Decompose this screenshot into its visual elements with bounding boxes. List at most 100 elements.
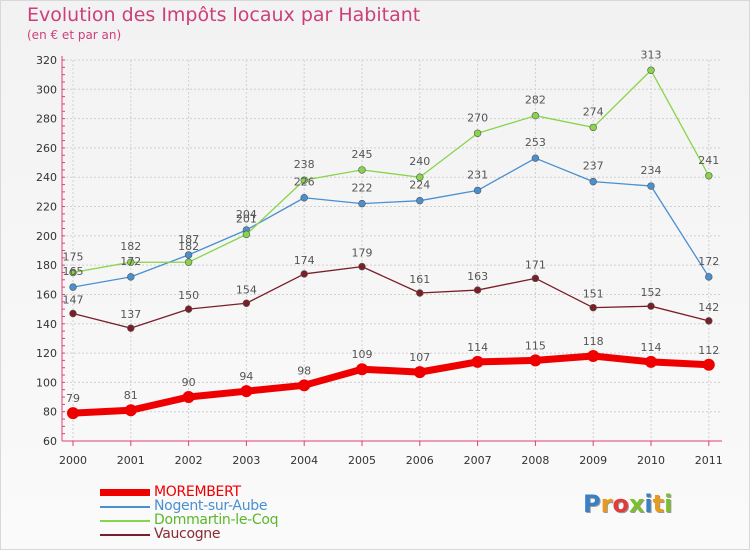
y-tick-label: 80 [43,406,57,419]
data-label: 222 [352,182,373,195]
x-tick-label: 2004 [290,454,318,467]
data-point [647,302,655,310]
data-point [705,172,713,180]
data-point [705,273,713,281]
data-label: 282 [525,94,546,107]
data-label: 112 [698,344,719,357]
data-point [69,268,77,277]
data-point [473,186,482,195]
data-label: 150 [178,289,199,302]
data-point [416,196,424,205]
data-point [298,379,311,392]
data-label: 241 [698,154,719,167]
data-point [127,273,135,281]
y-tick-label: 240 [36,171,57,184]
data-label: 81 [124,389,138,402]
data-label: 179 [352,247,373,260]
data-label: 94 [239,370,253,383]
y-tick-label: 280 [36,113,57,126]
data-point [416,173,424,181]
data-point [416,289,424,297]
data-label: 182 [178,240,199,253]
data-point [124,404,137,417]
y-tick-label: 160 [36,288,57,301]
data-label: 245 [352,148,373,161]
data-point [531,154,540,162]
data-point [471,355,484,368]
data-label: 238 [294,158,315,171]
x-tick-label: 2006 [406,454,434,467]
series-line-2 [72,69,710,274]
y-tick-label: 320 [36,54,57,67]
data-label: 152 [641,286,662,299]
data-point [529,354,542,367]
data-point [589,303,597,312]
data-label: 107 [409,351,430,364]
data-point [69,309,77,318]
data-label: 313 [641,48,662,61]
chart-subtitle: (en € et par an) [27,28,122,42]
y-tick-label: 120 [36,347,57,360]
y-tick-label: 220 [36,201,57,214]
data-point [473,129,482,137]
x-tick-label: 2003 [232,454,260,467]
legend-label: MOREMBERT [154,484,241,500]
data-label: 114 [467,341,488,354]
data-point [300,194,308,202]
data-point [300,270,308,278]
data-point [242,230,251,239]
y-tick-label: 140 [36,318,57,331]
data-point [127,324,135,332]
data-label: 224 [409,179,430,192]
data-label: 147 [63,294,84,307]
legend-swatch [100,489,150,496]
data-label: 118 [583,335,604,348]
data-label: 154 [236,283,257,296]
data-label: 270 [467,111,488,124]
series-line-0 [69,352,713,417]
data-label: 109 [352,348,373,361]
x-tick-label: 2001 [117,454,145,467]
y-tick-label: 60 [43,435,57,448]
data-label: 231 [467,168,488,181]
data-point [356,363,368,376]
legend-swatch [100,506,150,508]
series-line-1 [72,157,710,288]
data-point [300,176,308,184]
y-tick-label: 200 [36,230,57,243]
data-label: 171 [525,258,546,271]
data-label: 204 [236,208,257,221]
x-tick-label: 2010 [637,454,665,467]
legend-label: Nogent-sur-Aube [154,498,268,514]
data-point [242,299,251,307]
data-point [184,258,193,266]
data-label: 98 [297,364,311,377]
data-label: 79 [66,392,80,405]
data-label: 172 [698,255,719,268]
data-point [69,283,77,291]
data-label: 201 [236,212,257,225]
data-point [647,182,655,190]
data-point [647,66,655,74]
data-label: 90 [182,376,196,389]
data-point [531,274,540,283]
data-point [589,123,597,132]
x-tick-label: 2002 [175,454,203,467]
data-label: 174 [294,254,315,267]
data-label: 274 [583,105,604,118]
data-label: 115 [525,339,546,352]
data-label: 253 [525,136,546,149]
data-point [473,286,482,294]
data-label: 226 [294,176,315,189]
data-label: 234 [641,164,662,177]
series-line-3 [72,265,710,329]
data-point [184,305,193,313]
y-tick-label: 100 [36,376,57,389]
data-label: 172 [120,255,141,268]
data-point [184,251,193,259]
data-point [589,177,597,186]
data-label: 240 [409,155,430,168]
data-point [240,385,253,398]
data-label: 114 [641,341,662,354]
